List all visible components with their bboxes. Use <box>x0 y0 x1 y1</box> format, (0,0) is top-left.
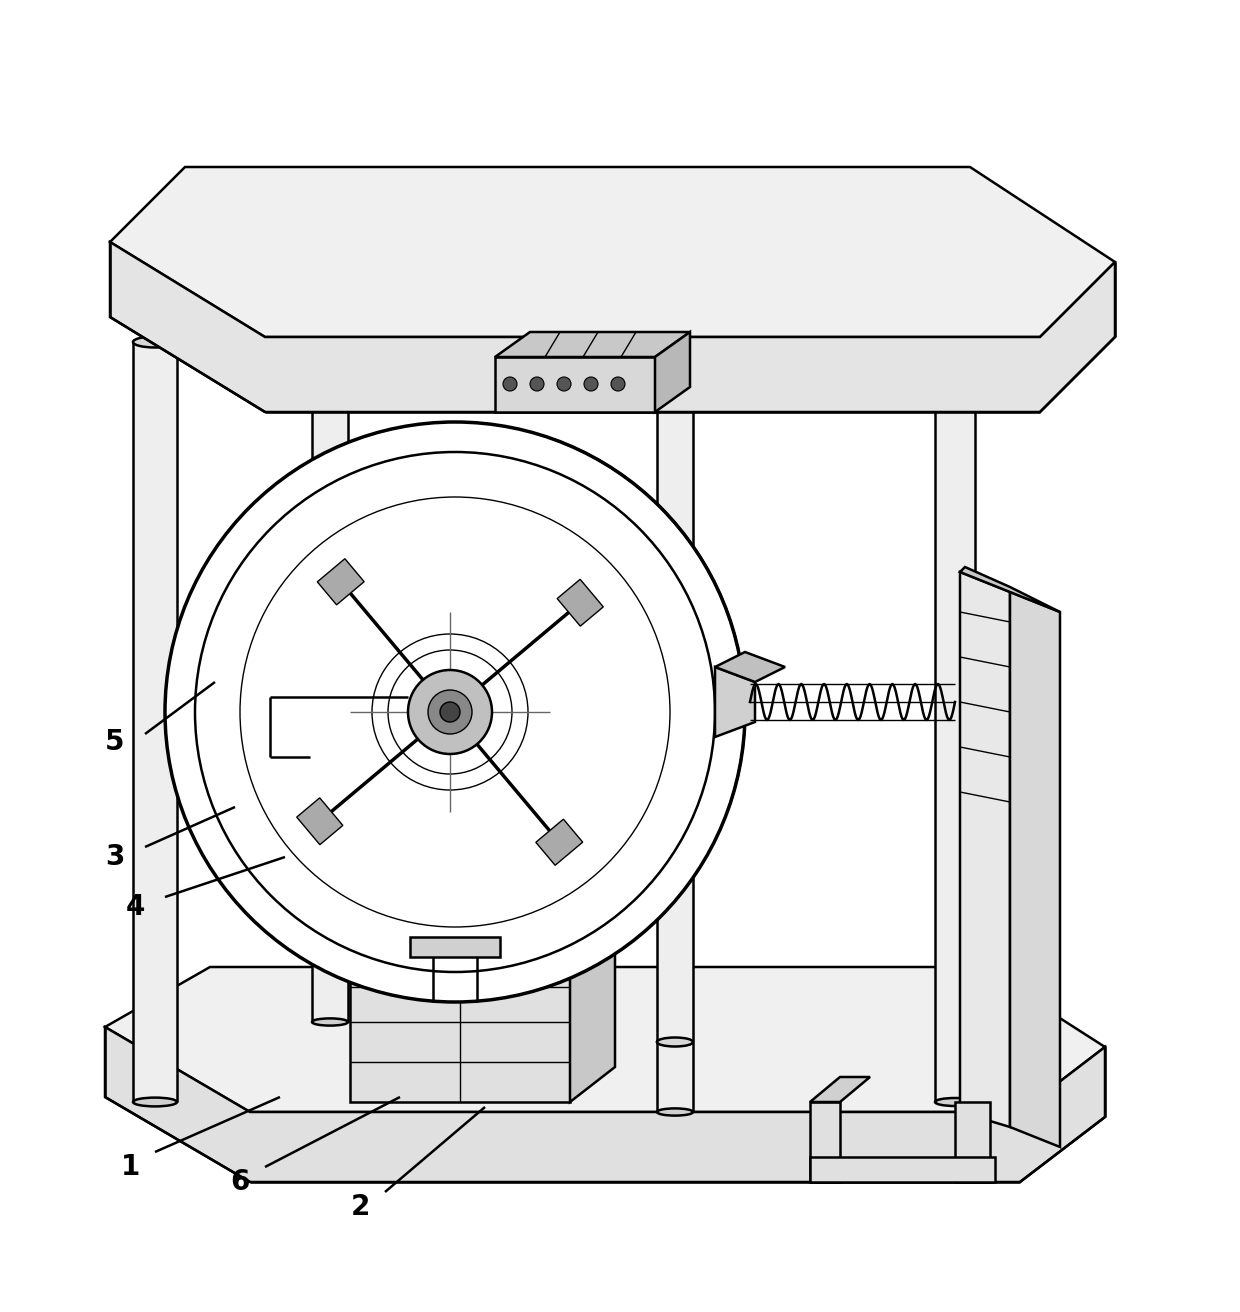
Polygon shape <box>810 1102 839 1182</box>
Text: 2: 2 <box>351 1193 370 1221</box>
Circle shape <box>503 377 517 391</box>
Polygon shape <box>557 580 604 626</box>
Polygon shape <box>960 572 1011 1127</box>
Polygon shape <box>317 559 365 605</box>
Polygon shape <box>955 1102 990 1182</box>
Circle shape <box>529 377 544 391</box>
Polygon shape <box>350 956 570 1102</box>
Polygon shape <box>110 241 1115 412</box>
Polygon shape <box>110 167 1115 337</box>
Text: 5: 5 <box>105 728 125 756</box>
Circle shape <box>611 377 625 391</box>
Circle shape <box>557 377 570 391</box>
Polygon shape <box>536 819 583 866</box>
Polygon shape <box>657 321 693 1042</box>
Ellipse shape <box>133 336 177 348</box>
Polygon shape <box>715 652 785 682</box>
Polygon shape <box>657 1042 693 1113</box>
Polygon shape <box>570 922 615 1102</box>
Text: 6: 6 <box>231 1168 249 1197</box>
Polygon shape <box>810 1077 870 1102</box>
Text: 1: 1 <box>120 1153 140 1181</box>
Polygon shape <box>105 967 1105 1113</box>
Ellipse shape <box>657 1038 693 1047</box>
Circle shape <box>165 422 745 1002</box>
Ellipse shape <box>657 318 693 327</box>
Polygon shape <box>312 302 348 1022</box>
Text: 3: 3 <box>105 844 125 871</box>
Polygon shape <box>296 798 342 845</box>
Polygon shape <box>960 567 1060 611</box>
Polygon shape <box>495 332 689 357</box>
Polygon shape <box>715 666 755 737</box>
Polygon shape <box>655 332 689 412</box>
Ellipse shape <box>657 1038 693 1046</box>
Polygon shape <box>410 937 500 956</box>
Ellipse shape <box>312 1018 348 1026</box>
Ellipse shape <box>657 1109 693 1115</box>
Ellipse shape <box>133 1098 177 1106</box>
Polygon shape <box>935 346 975 1102</box>
Circle shape <box>440 702 460 722</box>
Polygon shape <box>1011 592 1060 1147</box>
Polygon shape <box>350 922 615 956</box>
Ellipse shape <box>935 342 975 352</box>
Circle shape <box>584 377 598 391</box>
Polygon shape <box>810 1157 994 1182</box>
Text: 4: 4 <box>125 893 145 921</box>
Polygon shape <box>105 1027 1105 1182</box>
Polygon shape <box>495 357 655 412</box>
Ellipse shape <box>312 298 348 307</box>
Circle shape <box>428 690 472 733</box>
Ellipse shape <box>935 1098 975 1106</box>
Polygon shape <box>133 342 177 1102</box>
Circle shape <box>408 670 492 754</box>
